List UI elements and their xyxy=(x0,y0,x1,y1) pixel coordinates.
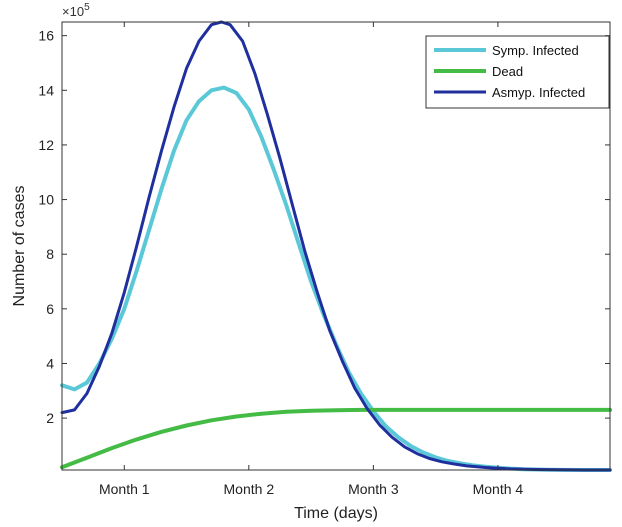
legend-label: Asmyp. Infected xyxy=(492,85,585,100)
x-tick-label: Month 3 xyxy=(348,481,399,497)
y-tick-label: 14 xyxy=(38,82,54,98)
x-tick-label: Month 4 xyxy=(473,481,524,497)
y-tick-label: 10 xyxy=(38,192,54,208)
x-axis: Month 1 Month 2 Month 3 Month 4 xyxy=(99,22,523,497)
x-axis-label: Time (days) xyxy=(294,505,378,522)
y-tick-label: 16 xyxy=(38,28,54,44)
series-line-dead xyxy=(60,407,612,470)
x-tick-label: Month 2 xyxy=(224,481,275,497)
y-tick-label: 4 xyxy=(46,355,54,371)
y-exponent-power: 5 xyxy=(84,2,90,13)
series-line-asmyp-infected xyxy=(60,20,612,472)
y-tick-label: 6 xyxy=(46,301,54,317)
x-tick-label: Month 1 xyxy=(99,481,150,497)
legend-label: Symp. Infected xyxy=(492,43,579,58)
plot-frame xyxy=(61,21,611,471)
y-tick-label: 8 xyxy=(46,246,54,262)
y-axis: 2 4 6 8 10 12 14 16 xyxy=(38,28,610,426)
y-tick-label: 2 xyxy=(46,410,54,426)
legend: Symp. Infected Dead Asmyp. Infected xyxy=(425,35,610,109)
y-axis-label: Number of cases xyxy=(11,186,28,307)
y-tick-label: 12 xyxy=(38,137,54,153)
y-exponent-label: ×105 xyxy=(62,2,90,19)
legend-label: Dead xyxy=(492,64,523,79)
